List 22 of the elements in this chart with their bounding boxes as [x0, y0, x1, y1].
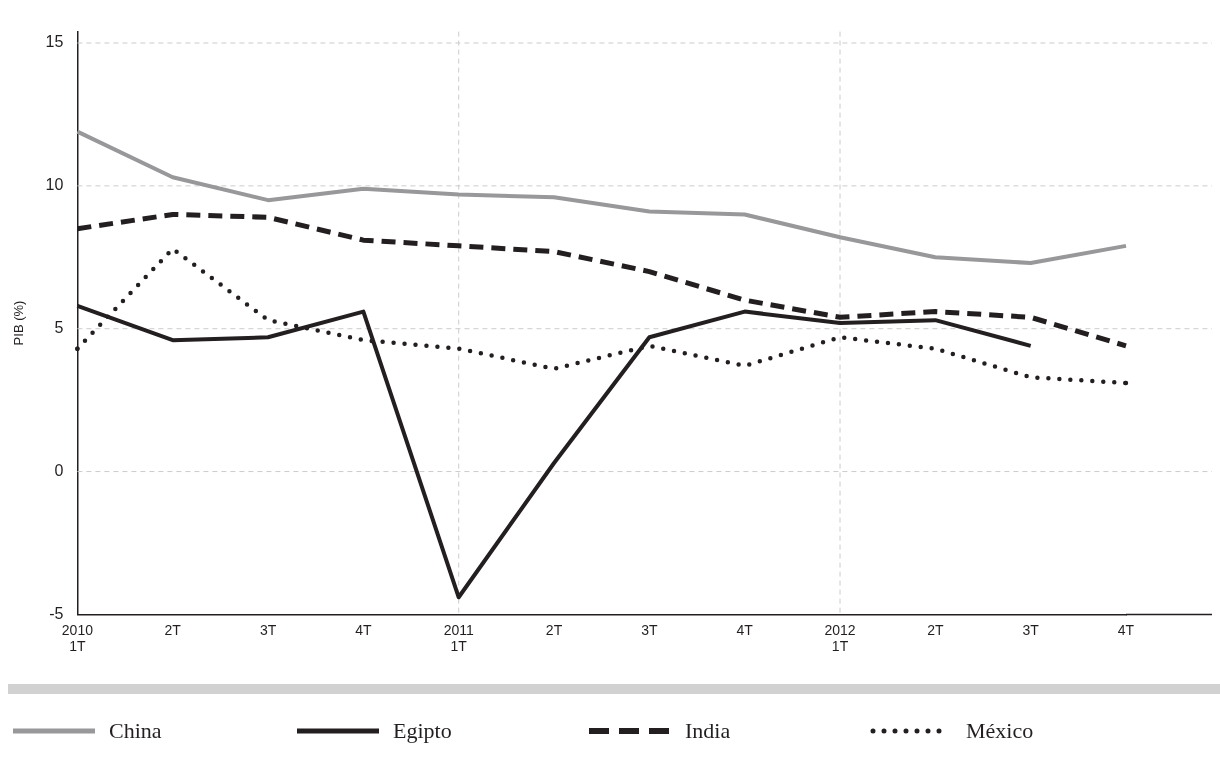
x-tick-label: 2012 1T — [824, 621, 856, 655]
x-tick-label: 2T — [927, 621, 944, 638]
legend-label: Egipto — [393, 718, 452, 744]
y-tick-label: 10 — [45, 176, 64, 194]
x-tick-label: 2011 1T — [443, 621, 474, 655]
x-tick-label: 3T — [259, 621, 277, 638]
x-tick-label: 4T — [736, 621, 754, 638]
legend-label: China — [109, 718, 162, 744]
legend-label: México — [966, 718, 1034, 744]
x-tick-label: 4T — [355, 621, 372, 638]
y-tick-label: 5 — [54, 319, 64, 337]
x-tick-label: 2T — [164, 621, 182, 638]
x-tick-label: 2010 1T — [61, 621, 94, 655]
x-tick-label: 2T — [545, 621, 563, 638]
y-tick-label: -5 — [49, 604, 64, 622]
x-tick-label: 3T — [641, 621, 658, 638]
legend-label: India — [685, 718, 731, 744]
y-tick-label: 0 — [54, 461, 64, 479]
y-tick-label: 15 — [45, 33, 64, 51]
x-tick-label: 3T — [1022, 621, 1040, 638]
y-axis-title: PIB (%) — [11, 300, 27, 346]
x-tick-label: 4T — [1117, 621, 1135, 638]
